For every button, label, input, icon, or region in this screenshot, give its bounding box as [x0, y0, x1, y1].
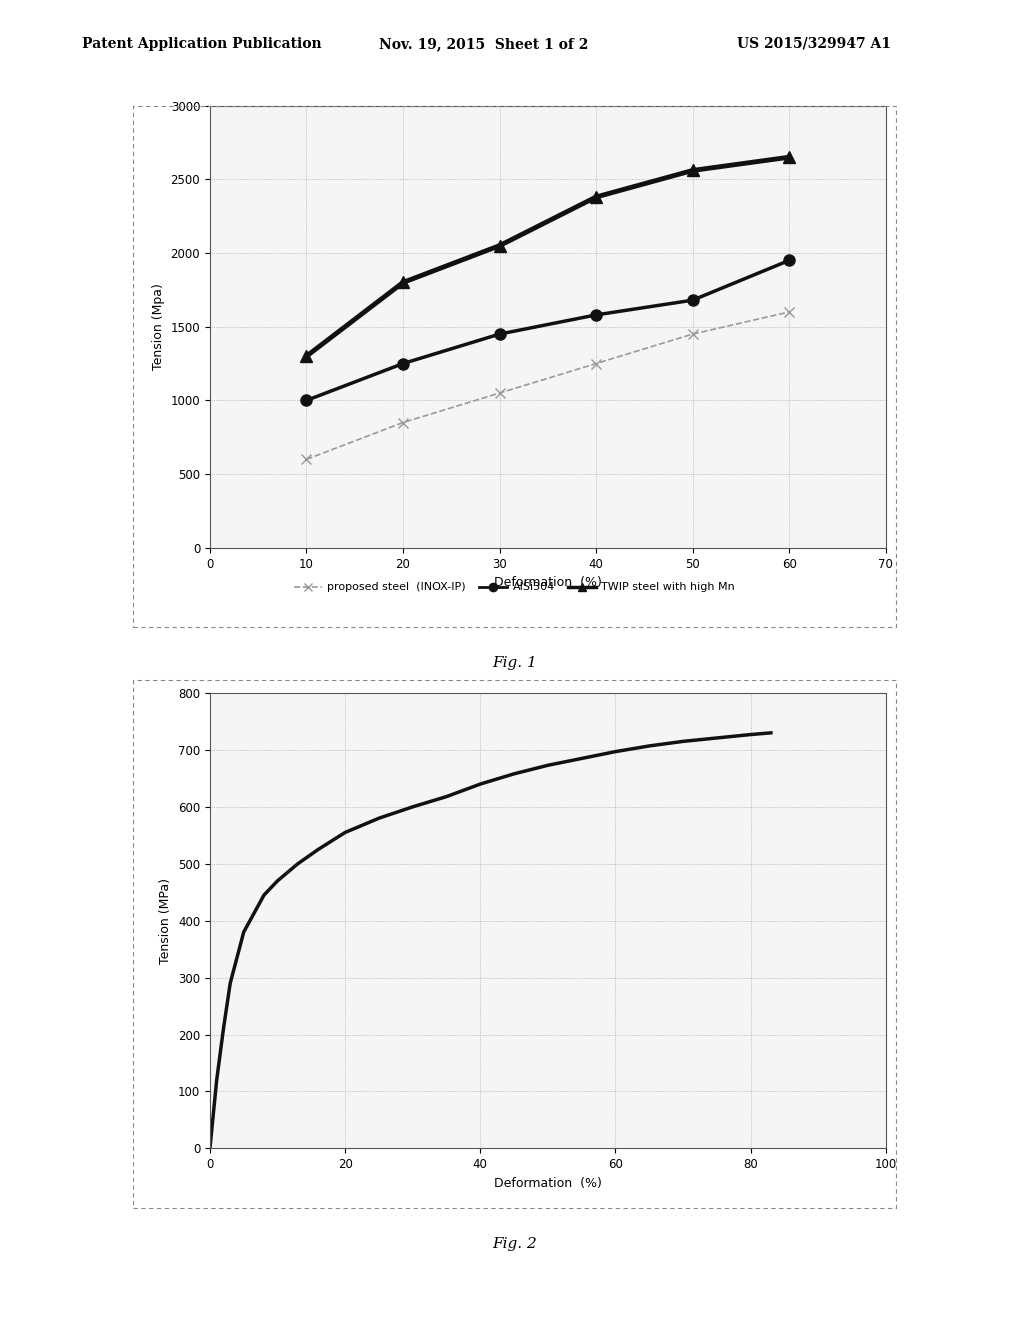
Y-axis label: Tension (MPa): Tension (MPa)	[160, 878, 172, 964]
Text: Patent Application Publication: Patent Application Publication	[82, 37, 322, 51]
Text: US 2015/329947 A1: US 2015/329947 A1	[737, 37, 891, 51]
Legend: proposed steel  (INOX-IP), AISi304, TWIP steel with high Mn: proposed steel (INOX-IP), AISi304, TWIP …	[290, 578, 739, 597]
Text: Fig. 2: Fig. 2	[493, 1237, 537, 1251]
X-axis label: Deformation  (%): Deformation (%)	[494, 576, 602, 589]
X-axis label: Deformation  (%): Deformation (%)	[494, 1176, 602, 1189]
Y-axis label: Tension (Mpa): Tension (Mpa)	[152, 284, 165, 370]
Text: Nov. 19, 2015  Sheet 1 of 2: Nov. 19, 2015 Sheet 1 of 2	[379, 37, 588, 51]
Text: Fig. 1: Fig. 1	[493, 656, 537, 671]
